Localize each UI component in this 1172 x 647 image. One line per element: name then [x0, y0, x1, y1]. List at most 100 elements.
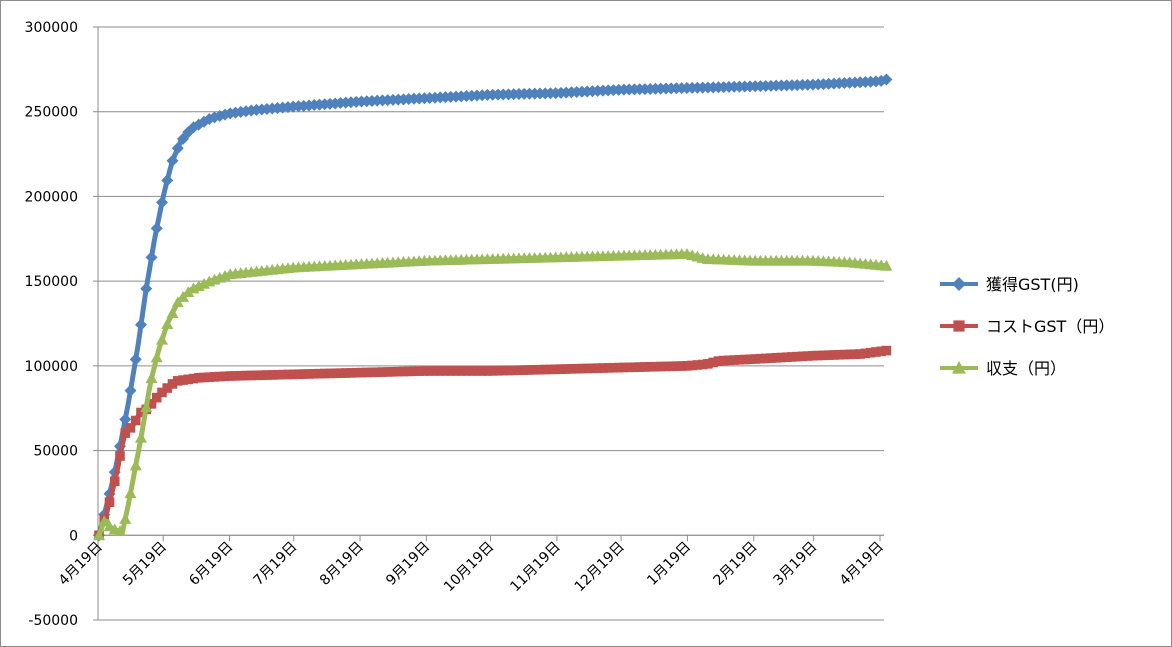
data-point	[409, 366, 419, 377]
data-point	[771, 353, 781, 363]
data-point	[598, 363, 608, 373]
data-point	[419, 366, 430, 376]
data-point	[178, 375, 188, 385]
x-tick-label: 11月19日	[507, 539, 563, 595]
data-point	[545, 364, 556, 375]
x-tick-label: 4月19日	[837, 539, 887, 589]
legend-label: 獲得GST(円)	[986, 275, 1079, 294]
data-point	[844, 349, 855, 360]
x-tick-label: 3月19日	[770, 539, 820, 589]
data-point	[477, 366, 488, 376]
legend-item: 収支（円）	[940, 359, 1066, 378]
data-point	[952, 277, 966, 291]
data-point	[855, 349, 865, 359]
x-tick-label: 5月19日	[120, 539, 170, 589]
data-point	[225, 371, 236, 381]
data-point	[456, 366, 467, 376]
legend-label: 収支（円）	[986, 359, 1066, 378]
series-diamond	[93, 73, 893, 542]
data-point	[120, 428, 131, 438]
data-point	[113, 525, 126, 537]
data-point	[330, 368, 341, 379]
data-point	[188, 373, 199, 384]
data-point	[687, 360, 697, 371]
data-point	[514, 365, 524, 376]
data-point	[155, 333, 168, 345]
data-point	[487, 366, 498, 376]
data-point	[734, 354, 745, 365]
data-point	[172, 376, 183, 386]
data-point	[166, 154, 179, 167]
data-point	[414, 366, 425, 376]
data-point	[435, 366, 446, 376]
data-point	[703, 359, 713, 369]
data-point	[124, 487, 137, 499]
data-point	[671, 361, 682, 371]
data-point	[346, 368, 356, 378]
data-point	[865, 347, 876, 358]
data-point	[272, 369, 283, 380]
x-tick-label: 12月19日	[572, 539, 628, 595]
data-point	[797, 351, 808, 362]
data-point	[860, 348, 871, 359]
y-tick-label: 150000	[25, 274, 78, 290]
data-point	[161, 318, 174, 329]
data-point	[556, 364, 566, 374]
data-point	[440, 366, 451, 376]
data-point	[839, 349, 850, 360]
y-tick-label: 250000	[25, 105, 78, 121]
data-point	[571, 363, 582, 374]
data-point	[93, 529, 105, 541]
data-point	[204, 372, 215, 382]
data-point	[880, 73, 893, 86]
data-point	[587, 363, 598, 374]
data-point	[850, 349, 860, 360]
data-point	[277, 369, 288, 380]
data-point	[619, 362, 629, 373]
y-tick-label: 0	[69, 528, 78, 544]
data-point	[666, 361, 676, 372]
data-point	[162, 383, 173, 393]
data-point	[193, 373, 204, 383]
data-point	[151, 392, 162, 403]
legend-item: コストGST（円）	[940, 317, 1114, 336]
data-point	[430, 366, 440, 376]
series-line	[96, 77, 888, 536]
data-point	[319, 368, 330, 379]
data-point	[230, 371, 241, 381]
data-point	[776, 352, 787, 363]
data-point	[220, 371, 230, 382]
data-point	[124, 384, 137, 397]
data-point	[351, 367, 362, 378]
legend: 獲得GST(円) コストGST（円） 収支（円）	[940, 275, 1114, 378]
data-point	[739, 354, 750, 365]
data-point	[645, 362, 655, 372]
data-point	[640, 362, 650, 372]
data-point	[134, 431, 147, 443]
data-point	[136, 407, 146, 418]
data-point	[183, 374, 194, 385]
data-point	[325, 368, 335, 379]
legend-item: 獲得GST(円)	[940, 275, 1079, 294]
data-point	[335, 368, 346, 378]
y-tick-label: 50000	[33, 444, 78, 460]
data-point	[592, 363, 603, 373]
data-point	[871, 347, 881, 357]
data-point	[876, 346, 886, 357]
data-point	[146, 399, 157, 409]
series-square	[94, 345, 892, 541]
data-point	[508, 365, 519, 376]
x-tick-label: 6月19日	[186, 539, 236, 589]
data-point	[235, 370, 246, 381]
data-point	[314, 368, 325, 379]
data-point	[445, 366, 456, 376]
data-point	[262, 370, 272, 380]
data-point	[182, 286, 195, 297]
data-point	[692, 360, 703, 370]
data-point	[603, 363, 613, 373]
series-lines	[93, 73, 893, 542]
data-point	[818, 350, 829, 361]
data-point	[808, 350, 818, 361]
series-line	[96, 251, 887, 537]
